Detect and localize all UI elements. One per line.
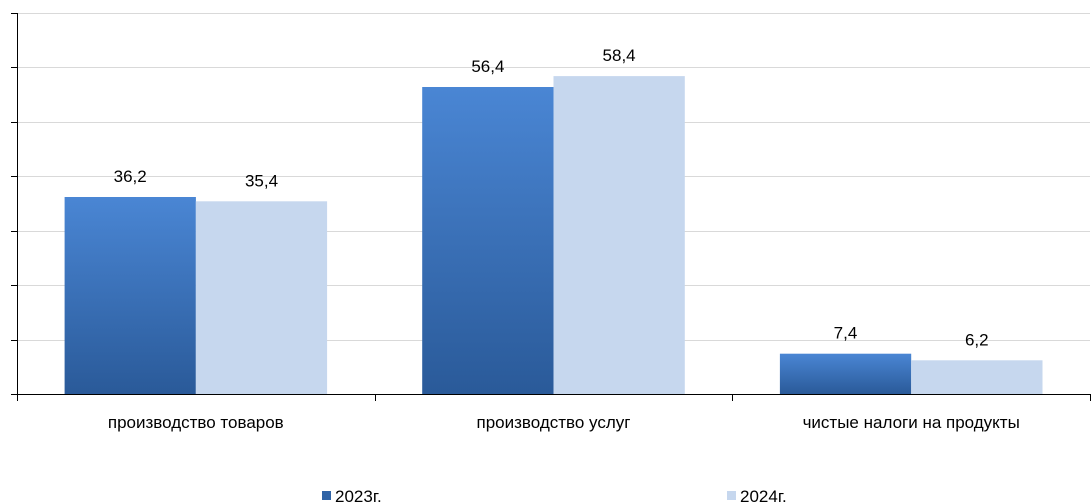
legend-label-2023: 2023г.	[335, 487, 382, 504]
bar-2023г.-2	[779, 353, 912, 394]
category-label-1: производство услуг	[477, 413, 631, 432]
legend: 2023г. 2024г.	[322, 487, 787, 504]
legend-label-2024: 2024г.	[740, 487, 787, 504]
value-label: 7,4	[834, 324, 858, 343]
legend-swatch-2024	[727, 491, 736, 500]
bar-2024г.-0	[195, 201, 328, 394]
category-labels: производство товаров производство услуг …	[108, 413, 1020, 432]
value-label: 36,2	[114, 167, 147, 186]
value-label: 35,4	[245, 171, 278, 190]
category-label-0: производство товаров	[108, 413, 284, 432]
value-labels: 36,2 56,4 7,4 35,4 58,4 6,2	[114, 46, 989, 349]
category-label-2: чистые налоги на продукты	[803, 413, 1020, 432]
bar-2023г.-1	[422, 87, 554, 394]
bars	[64, 76, 1043, 394]
bar-2024г.-2	[911, 360, 1043, 394]
value-label: 58,4	[603, 46, 636, 65]
legend-swatch-2023	[322, 491, 331, 500]
value-label: 6,2	[965, 330, 989, 349]
bar-2024г.-1	[553, 76, 685, 394]
bar-2023г.-0	[64, 197, 196, 394]
axes	[11, 13, 1091, 401]
value-label: 56,4	[471, 57, 504, 76]
